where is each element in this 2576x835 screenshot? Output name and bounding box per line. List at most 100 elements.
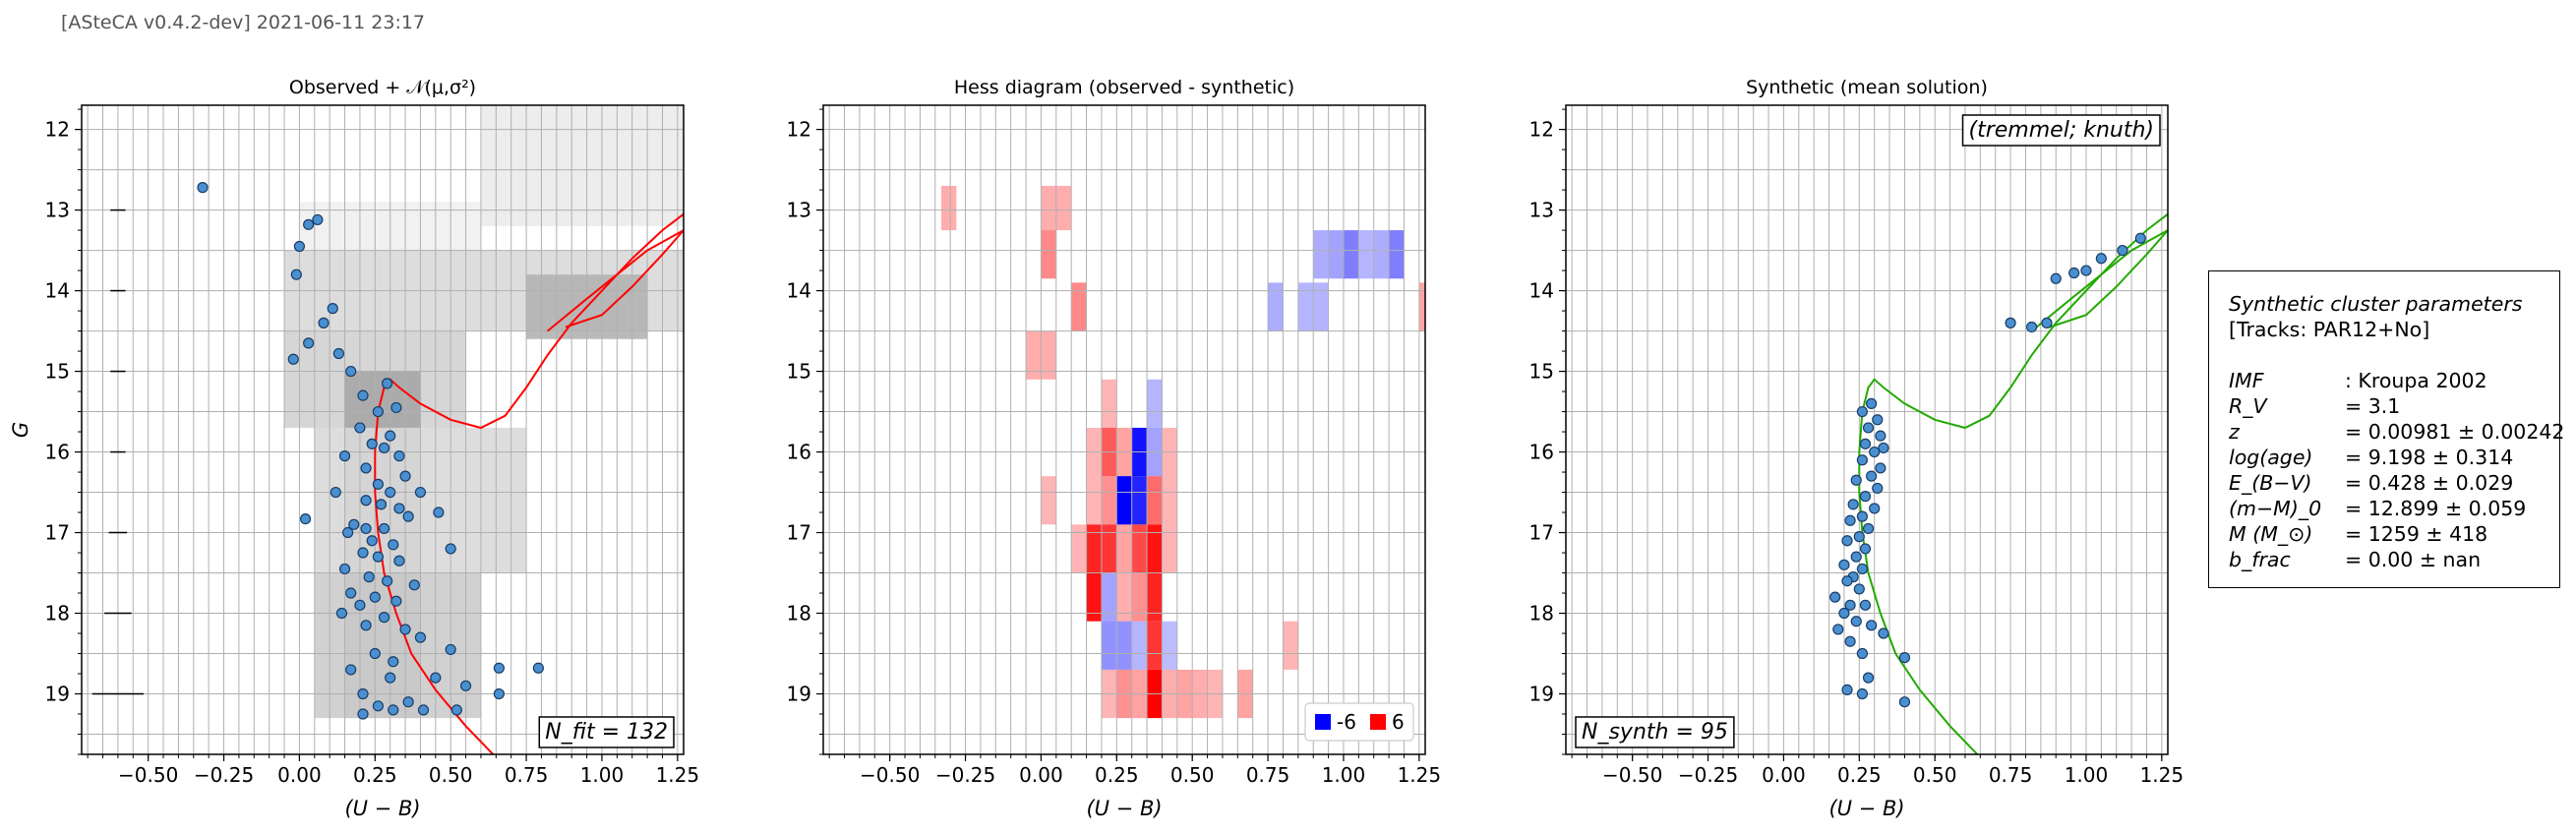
data-point <box>1898 696 1911 708</box>
data-point <box>1844 599 1856 611</box>
y-axis-label: G <box>9 422 32 438</box>
hess-cell <box>1147 524 1163 573</box>
data-point <box>332 347 345 360</box>
y-tick-label: 15 <box>787 360 811 384</box>
data-point <box>393 555 405 567</box>
data-point <box>388 656 399 668</box>
x-tick-label: 0.50 <box>1170 763 1215 787</box>
data-point <box>1853 531 1865 543</box>
data-point <box>378 442 390 454</box>
data-point <box>2134 232 2146 244</box>
hess-cell <box>1147 572 1163 622</box>
data-point <box>1878 442 1889 454</box>
annotation-n-synth-frame <box>1575 716 1735 748</box>
data-point <box>1875 430 1887 442</box>
hess-cell <box>1268 282 1284 331</box>
parameter-value: = 9.198 ± 0.314 <box>2345 446 2514 469</box>
data-point <box>318 317 329 328</box>
data-point <box>402 510 414 522</box>
isochrone-line <box>374 212 684 754</box>
data-point <box>363 571 375 583</box>
parameter-value: = 3.1 <box>2345 394 2401 418</box>
data-point <box>345 664 357 676</box>
data-point <box>417 704 430 716</box>
data-point <box>1856 563 1868 575</box>
data-point <box>1866 397 1878 409</box>
data-point <box>1875 462 1887 474</box>
header-text: [ASteCA v0.4.2-dev] 2021-06-11 23:17 <box>61 12 426 33</box>
data-point <box>450 704 462 716</box>
data-point <box>360 462 372 474</box>
data-point <box>354 599 366 611</box>
data-point <box>293 240 306 253</box>
parameter-key: IMF <box>2229 369 2264 392</box>
x-tick-label: 0.00 <box>1019 763 1063 787</box>
hess-cell <box>1101 524 1117 573</box>
data-point <box>385 672 396 684</box>
hess-cell <box>1313 230 1329 279</box>
data-point <box>369 647 381 660</box>
plot-area <box>82 105 684 754</box>
parameters-box: Synthetic cluster parameters [Tracks: PA… <box>2208 270 2564 588</box>
data-point <box>459 680 472 691</box>
hess-cell <box>1086 476 1102 525</box>
y-tick-label: 18 <box>787 602 811 626</box>
hess-cell <box>1101 621 1117 670</box>
x-tick-label: 0.75 <box>505 763 549 787</box>
data-point <box>372 405 384 418</box>
data-point <box>303 218 315 230</box>
legend-label: -6 <box>1337 710 1356 734</box>
data-point <box>1862 522 1875 535</box>
parameter-key: (m−M)_0 <box>2229 497 2322 520</box>
data-point <box>338 563 351 575</box>
data-point <box>329 486 341 499</box>
data-point <box>372 478 384 490</box>
data-point <box>1866 620 1878 631</box>
hess-cell <box>1071 524 1087 573</box>
hess-cell <box>1101 379 1117 428</box>
data-point <box>2026 321 2038 333</box>
parameter-row: E_(B−V) = 0.428 ± 0.029 <box>2229 470 2540 496</box>
legend-swatch <box>1315 714 1331 730</box>
x-tick-label: −0.25 <box>1678 763 1738 787</box>
hess-cell <box>1162 524 1177 573</box>
data-point <box>1862 422 1875 434</box>
hess-cell <box>1041 476 1056 525</box>
parameter-row: log(age) = 9.198 ± 0.314 <box>2229 445 2540 470</box>
isochrone-giant-branch <box>546 229 684 332</box>
legend-label: 6 <box>1392 710 1405 734</box>
y-tick-label: 18 <box>45 602 70 626</box>
parameter-key: b_frac <box>2229 548 2291 571</box>
data-point <box>348 518 360 530</box>
y-tick-label: 16 <box>787 441 811 464</box>
x-tick-label: −0.25 <box>935 763 995 787</box>
x-axis-label: (U − B) <box>1828 797 1904 820</box>
data-point <box>1856 647 1868 660</box>
y-tick-label: 17 <box>45 521 70 545</box>
legend-frame <box>1304 702 1414 742</box>
data-point <box>532 662 544 674</box>
x-tick-label: −0.50 <box>1602 763 1662 787</box>
x-tick-label: 0.25 <box>353 763 397 787</box>
data-point <box>393 503 405 514</box>
data-point <box>1841 684 1853 696</box>
data-point <box>2080 265 2092 276</box>
x-axis-label: (U − B) <box>1086 797 1162 820</box>
data-point <box>399 470 411 482</box>
hess-cell <box>940 185 957 231</box>
hess-cell <box>1116 476 1132 525</box>
parameter-key: E_(B−V) <box>2229 471 2312 495</box>
parameter-value: = 1259 ± 418 <box>2345 522 2488 546</box>
annotation-n-fit-frame <box>538 716 675 748</box>
data-point <box>312 213 324 226</box>
data-point <box>1856 687 1868 700</box>
panel-title: Synthetic (mean solution) <box>1746 77 1988 98</box>
data-point <box>1878 627 1889 639</box>
parameter-value: = 0.00981 ± 0.00242 <box>2345 420 2565 444</box>
legend-swatch <box>1370 714 1386 730</box>
data-point <box>360 620 372 631</box>
parameter-value: = 12.899 ± 0.059 <box>2345 497 2527 520</box>
data-point <box>2005 317 2016 328</box>
y-tick-label: 14 <box>45 279 70 303</box>
isochrone-giant-branch <box>2030 229 2168 332</box>
